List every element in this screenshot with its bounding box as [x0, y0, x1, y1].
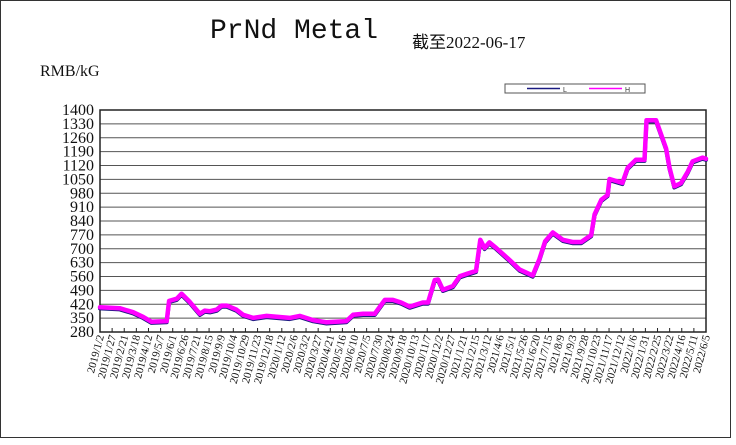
y-tick-label: 1260 [62, 130, 94, 147]
y-tick-label: 560 [70, 269, 94, 286]
y-tick-label: 910 [70, 199, 94, 216]
y-tick-label: 630 [70, 255, 94, 272]
y-tick-label: 1330 [62, 116, 94, 133]
y-tick-label: 1050 [62, 171, 94, 188]
legend-box [504, 83, 646, 94]
y-tick-label: 350 [70, 310, 94, 327]
chart-subtitle: 截至2022-06-17 [412, 33, 526, 52]
y-tick-label: 700 [70, 241, 94, 258]
y-tick-label: 1190 [63, 144, 94, 161]
y-tick-label: 280 [70, 324, 94, 341]
y-tick-label: 980 [70, 185, 94, 202]
y-tick-label: 840 [70, 213, 94, 230]
y-tick-label: 490 [70, 282, 94, 299]
y-axis-label: RMB/kG [40, 63, 100, 80]
chart-title: PrNd Metal [210, 16, 379, 47]
legend-label-H: H [625, 87, 630, 94]
y-tick-label: 770 [70, 227, 94, 244]
y-tick-label: 1400 [62, 102, 94, 119]
legend-label-L: L [563, 87, 567, 94]
y-tick-label: 1120 [63, 158, 94, 175]
chart-frame [0, 0, 731, 438]
y-tick-label: 420 [70, 296, 94, 313]
series-line-H [97, 118, 709, 325]
